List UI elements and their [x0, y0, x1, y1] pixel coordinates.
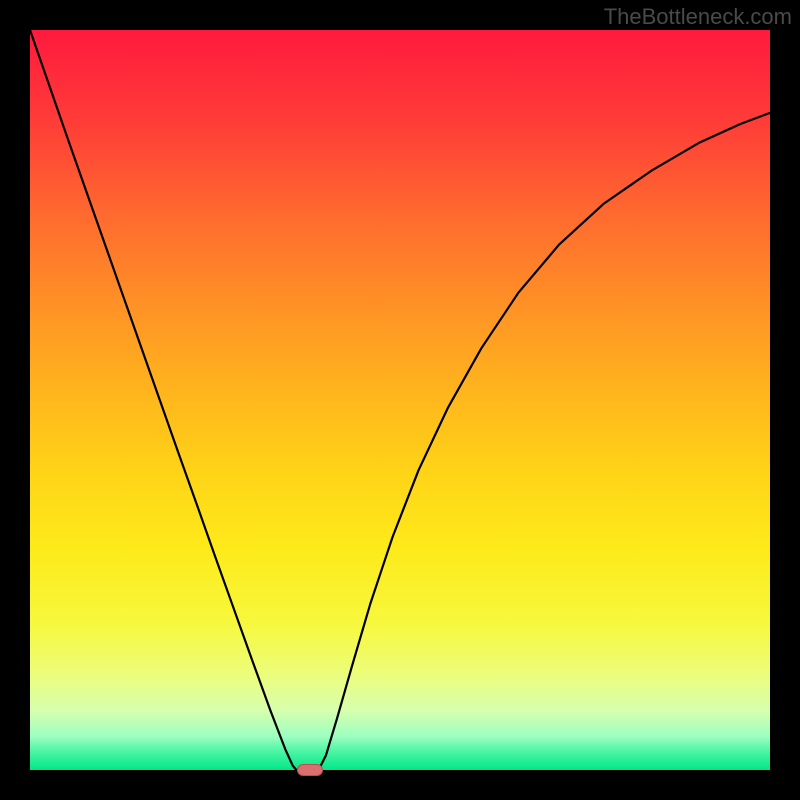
optimal-point-marker: [297, 764, 323, 776]
watermark-text: TheBottleneck.com: [604, 4, 792, 30]
plot-area: [30, 30, 770, 770]
chart-root: TheBottleneck.com: [0, 0, 800, 800]
bottleneck-curve: [30, 30, 770, 770]
curve-path: [30, 30, 770, 770]
